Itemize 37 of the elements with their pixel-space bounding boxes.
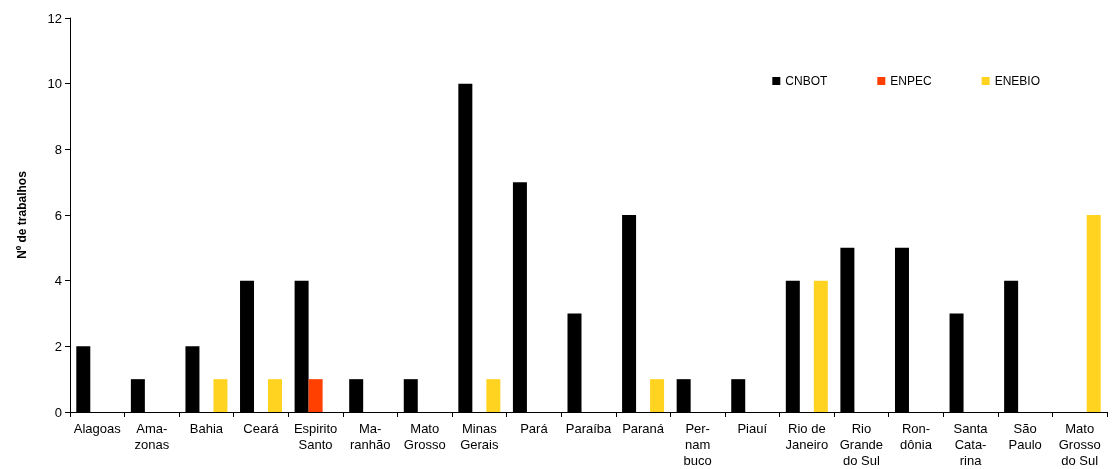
y-tick-label: 2 [54,338,62,354]
x-tick-label: Piauí [737,420,768,436]
bar [813,280,828,412]
x-tick-label: Mato Grosso do Sul [1058,420,1101,468]
bar [1086,215,1101,412]
legend-label: ENPEC [890,74,932,88]
x-tick-label: Mato Grosso [403,420,446,452]
y-tick-label: 0 [54,404,62,420]
y-axis-title: Nº de trabalhos [15,170,29,259]
bar [486,379,501,412]
y-tick-label: 6 [54,207,62,223]
y-tick-label: 8 [54,141,62,157]
y-tick-label: 10 [47,76,62,92]
legend-label: ENEBIO [994,74,1041,88]
legend-label: CNBOT [785,74,828,88]
x-tick-label: Per- nam buco [683,420,712,468]
x-tick-label: Paraíba [565,420,613,436]
x-tick-label: Ma- ranhão [349,420,391,452]
x-tick-label: Minas Gerais [460,420,499,452]
x-tick-label: São Paulo [1008,420,1042,452]
x-tick-label: Ron- dônia [900,420,933,452]
x-tick-label: Ama- zonas [134,420,170,452]
x-tick-label: Santa Cata- rina [953,420,989,468]
x-tick-label: Rio Grande do Sul [839,420,884,468]
bar [308,379,323,412]
bar [213,379,228,412]
y-tick-label: 4 [54,273,62,289]
x-tick-label: Paraná [622,420,665,436]
x-tick-label: Espirito Santo [293,420,338,452]
x-tick-label: Pará [520,420,549,436]
x-tick-label: Bahia [189,420,224,436]
y-tick-label: 12 [47,10,62,26]
bar [268,379,283,412]
x-tick-label: Rio de Janeiro [785,420,829,452]
bar [650,379,665,412]
x-tick-label: Ceará [243,420,280,436]
x-tick-label: Alagoas [73,420,122,436]
